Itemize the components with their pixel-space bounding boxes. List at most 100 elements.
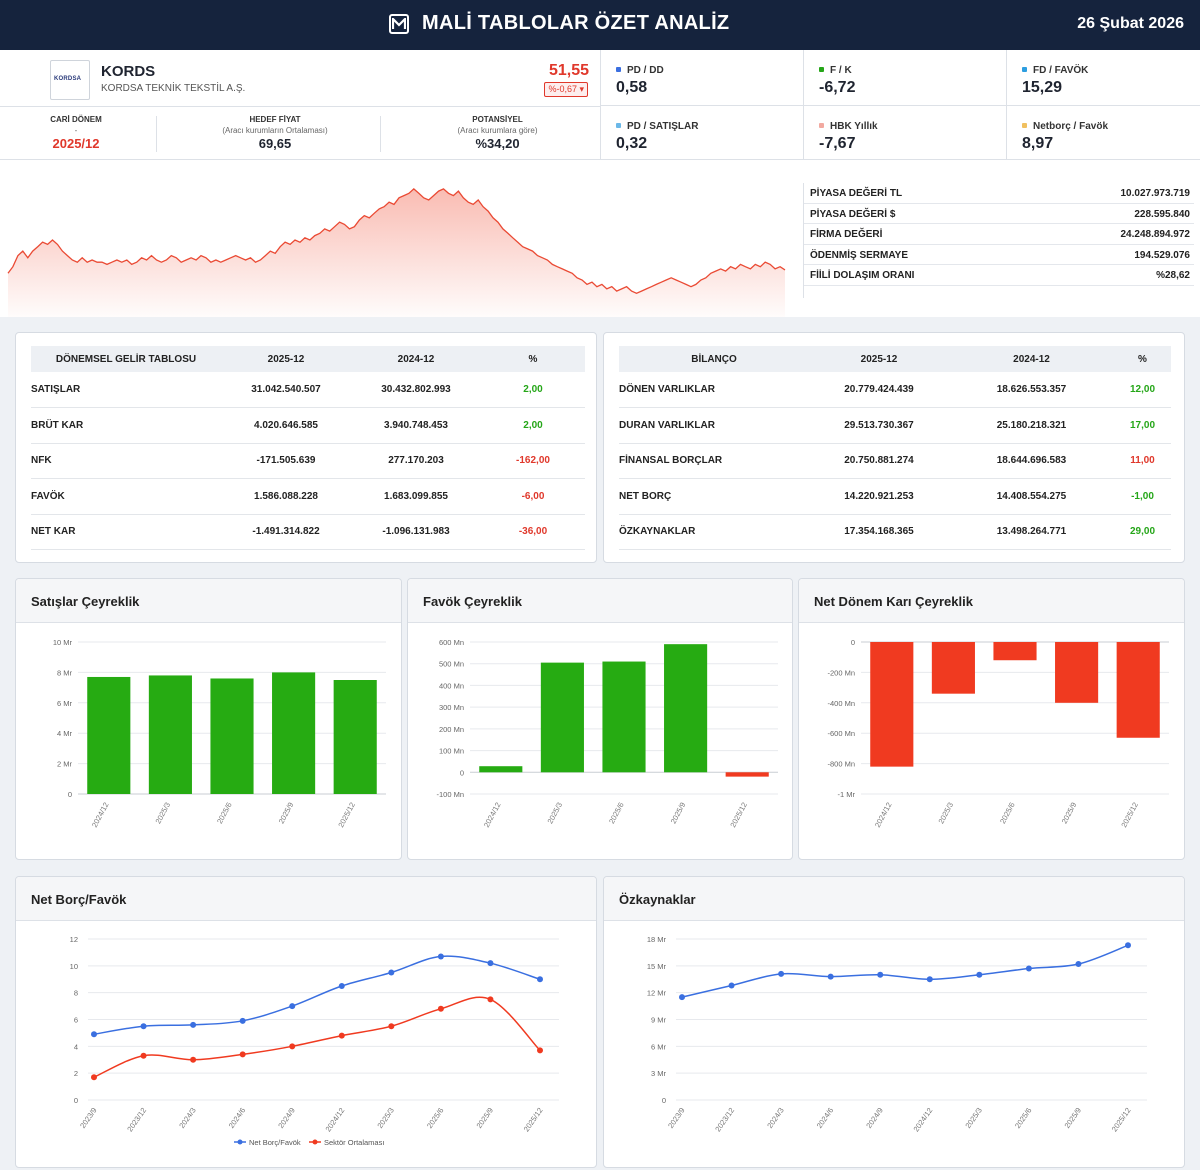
y-tick-label: 0 xyxy=(460,768,464,777)
data-point xyxy=(388,969,395,976)
market-row: PİYASA DEĞERİ TL 10.027.973.719 xyxy=(804,183,1194,204)
info-bar: KORDSA KORDS KORDSA TEKNİK TEKSTİL A.Ş. … xyxy=(0,50,1200,160)
ratio-f-k: F / K -6,72 xyxy=(803,50,1006,105)
y-tick-label: 400 Mn xyxy=(439,681,464,690)
company-header: KORDSA KORDS KORDSA TEKNİK TEKSTİL A.Ş. … xyxy=(0,50,600,107)
ratio-grid: PD / DD 0,58 F / K -6,72 FD / FAVÖK 15,2… xyxy=(600,50,1200,160)
bar xyxy=(664,644,708,773)
y-tick-label: -400 Mn xyxy=(827,699,855,708)
data-point xyxy=(289,1043,296,1050)
data-point xyxy=(877,971,884,978)
equity-line-chart: 0 3 Mr 6 Mr 9 Mr 12 Mr 15 Mr 18 Mr 2023/9 2023/1… xyxy=(647,935,1147,1133)
x-tick-label: 2025/9 xyxy=(277,801,296,825)
target-price: HEDEF FİYAT (Aracı kurumların Ortalaması… xyxy=(222,115,328,151)
y-tick-label: -1 Mr xyxy=(838,790,856,799)
x-tick-label: 2024/3 xyxy=(765,1106,786,1130)
data-point xyxy=(289,1003,296,1010)
bar xyxy=(148,675,192,794)
bar xyxy=(725,772,769,777)
legend-marker xyxy=(237,1139,243,1145)
y-tick-label: 2 xyxy=(74,1069,78,1078)
series-line xyxy=(93,955,541,1035)
y-tick-label: 10 xyxy=(70,962,78,971)
chart-title: Favök Çeyreklik xyxy=(423,594,523,609)
y-tick-label: 6 Mr xyxy=(57,699,73,708)
price-chart xyxy=(7,188,786,317)
bar xyxy=(87,676,131,794)
ratio-pd-dd: PD / DD 0,58 xyxy=(600,50,803,105)
data-point xyxy=(338,982,345,989)
data-point xyxy=(239,1017,246,1024)
price-line xyxy=(7,188,786,295)
data-point xyxy=(1125,942,1131,949)
x-tick-label: 2023/9 xyxy=(78,1106,99,1130)
y-tick-label: -600 Mn xyxy=(827,729,855,738)
data-point xyxy=(926,976,933,983)
bar xyxy=(870,642,914,767)
series-line xyxy=(681,944,1129,998)
ratio-fd-favok: FD / FAVÖK 15,29 xyxy=(1006,50,1200,105)
x-tick-label: 2025/3 xyxy=(963,1106,984,1130)
report-date: 26 Şubat 2026 xyxy=(1077,15,1184,32)
data-point xyxy=(537,976,543,983)
company-logo: KORDSA xyxy=(50,60,90,100)
bar xyxy=(210,678,254,794)
sales-bar-chart: 0 2 Mr 4 Mr 6 Mr 8 Mr 10 Mr 2024/12 2025/3 2025/… xyxy=(53,638,386,829)
ratio-pd-sales: PD / SATIŞLAR 0,32 xyxy=(600,105,803,160)
top-bar: MALİ TABLOLAR ÖZET ANALİZ 26 Şubat 2026 xyxy=(0,0,1200,50)
table-header: DÖNEMSEL GELİR TABLOSU 2025-12 2024-12% xyxy=(31,346,585,372)
market-row: FİRMA DEĞERİ 24.248.894.972 xyxy=(804,224,1194,245)
x-tick-label: 2025/3 xyxy=(936,801,955,825)
bar xyxy=(1055,642,1099,703)
y-tick-label: 6 Mr xyxy=(651,1042,667,1051)
x-tick-label: 2023/12 xyxy=(713,1106,736,1133)
x-tick-label: 2025/12 xyxy=(1119,801,1140,829)
price-section: PİYASA DEĞERİ TL 10.027.973.719 PİYASA DE… xyxy=(0,160,1200,317)
x-tick-label: 2025/9 xyxy=(1060,801,1079,825)
y-tick-label: 18 Mr xyxy=(647,935,667,944)
netprofit-chart-card: Net Dönem Karı Çeyreklik -1 Mr -800 Mn -60… xyxy=(798,578,1185,860)
balance-table: BİLANÇO 2025-12 2024-12% DÖNEN VARLIKLAR 20… xyxy=(619,346,1171,550)
netdebt-line-chart: 0 2 4 6 8 10 12 2023/9 2023/12 2024/3 2024/6 2024/9… xyxy=(70,935,559,1147)
y-tick-label: -800 Mn xyxy=(827,760,855,769)
x-tick-label: 2025/3 xyxy=(375,1106,396,1130)
data-point xyxy=(827,973,834,980)
netprofit-bar-chart: -1 Mr -800 Mn -600 Mn -400 Mn -200 Mn 0 2024/1… xyxy=(827,638,1169,829)
x-tick-label: 2025/6 xyxy=(998,801,1017,825)
x-tick-label: 2025/12 xyxy=(522,1106,545,1133)
x-tick-label: 2023/12 xyxy=(125,1106,148,1133)
x-tick-label: 2024/12 xyxy=(90,801,111,829)
legend-marker xyxy=(312,1139,318,1145)
x-tick-label: 2025/3 xyxy=(545,801,564,825)
x-tick-label: 2024/12 xyxy=(911,1106,934,1133)
ratio-netdebt-favok: Netborç / Favök 8,97 xyxy=(1006,105,1200,160)
y-tick-label: 300 Mn xyxy=(439,703,464,712)
bar xyxy=(993,642,1037,661)
data-point xyxy=(239,1051,246,1058)
chart-title: Net Borç/Favök xyxy=(31,892,127,907)
stock-price: 51,55 xyxy=(548,62,589,79)
y-tick-label: 6 xyxy=(74,1016,78,1025)
chart-title: Net Dönem Karı Çeyreklik xyxy=(814,594,973,609)
ratio-marker-icon xyxy=(616,66,621,72)
bar xyxy=(931,642,975,694)
data-point xyxy=(1025,965,1032,972)
table-row: DURAN VARLIKLAR 29.513.730.367 25.180.218.… xyxy=(619,407,1171,444)
table-row: NET KAR -1.491.314.822 -1.096.131.983 -36,0… xyxy=(31,514,585,550)
y-tick-label: 200 Mn xyxy=(439,725,464,734)
table-row: BRÜT KAR 4.020.646.585 3.940.748.453 2,00 xyxy=(31,407,585,444)
current-period: CARİ DÖNEM - 2025/12 xyxy=(50,115,102,151)
data-point xyxy=(140,1023,147,1030)
y-tick-label: 8 Mr xyxy=(57,668,73,677)
y-tick-label: 12 xyxy=(70,935,78,944)
y-tick-label: 3 Mr xyxy=(651,1069,667,1078)
potential: POTANSİYEL (Aracı kurumlara göre) %34,20 xyxy=(457,115,538,151)
data-point xyxy=(1075,961,1082,968)
y-tick-label: 0 xyxy=(851,638,855,647)
netdebt-chart-card: Net Borç/Favök 0 2 4 6 8 10 12 2023/9 2023/12 202… xyxy=(15,876,597,1168)
x-tick-label: 2025/9 xyxy=(475,1106,496,1130)
page-title: MALİ TABLOLAR ÖZET ANALİZ xyxy=(422,12,730,34)
ratio-marker-icon xyxy=(819,66,824,72)
data-point xyxy=(537,1047,543,1054)
table-row: DÖNEN VARLIKLAR 20.779.424.439 18.626.553.… xyxy=(619,372,1171,408)
